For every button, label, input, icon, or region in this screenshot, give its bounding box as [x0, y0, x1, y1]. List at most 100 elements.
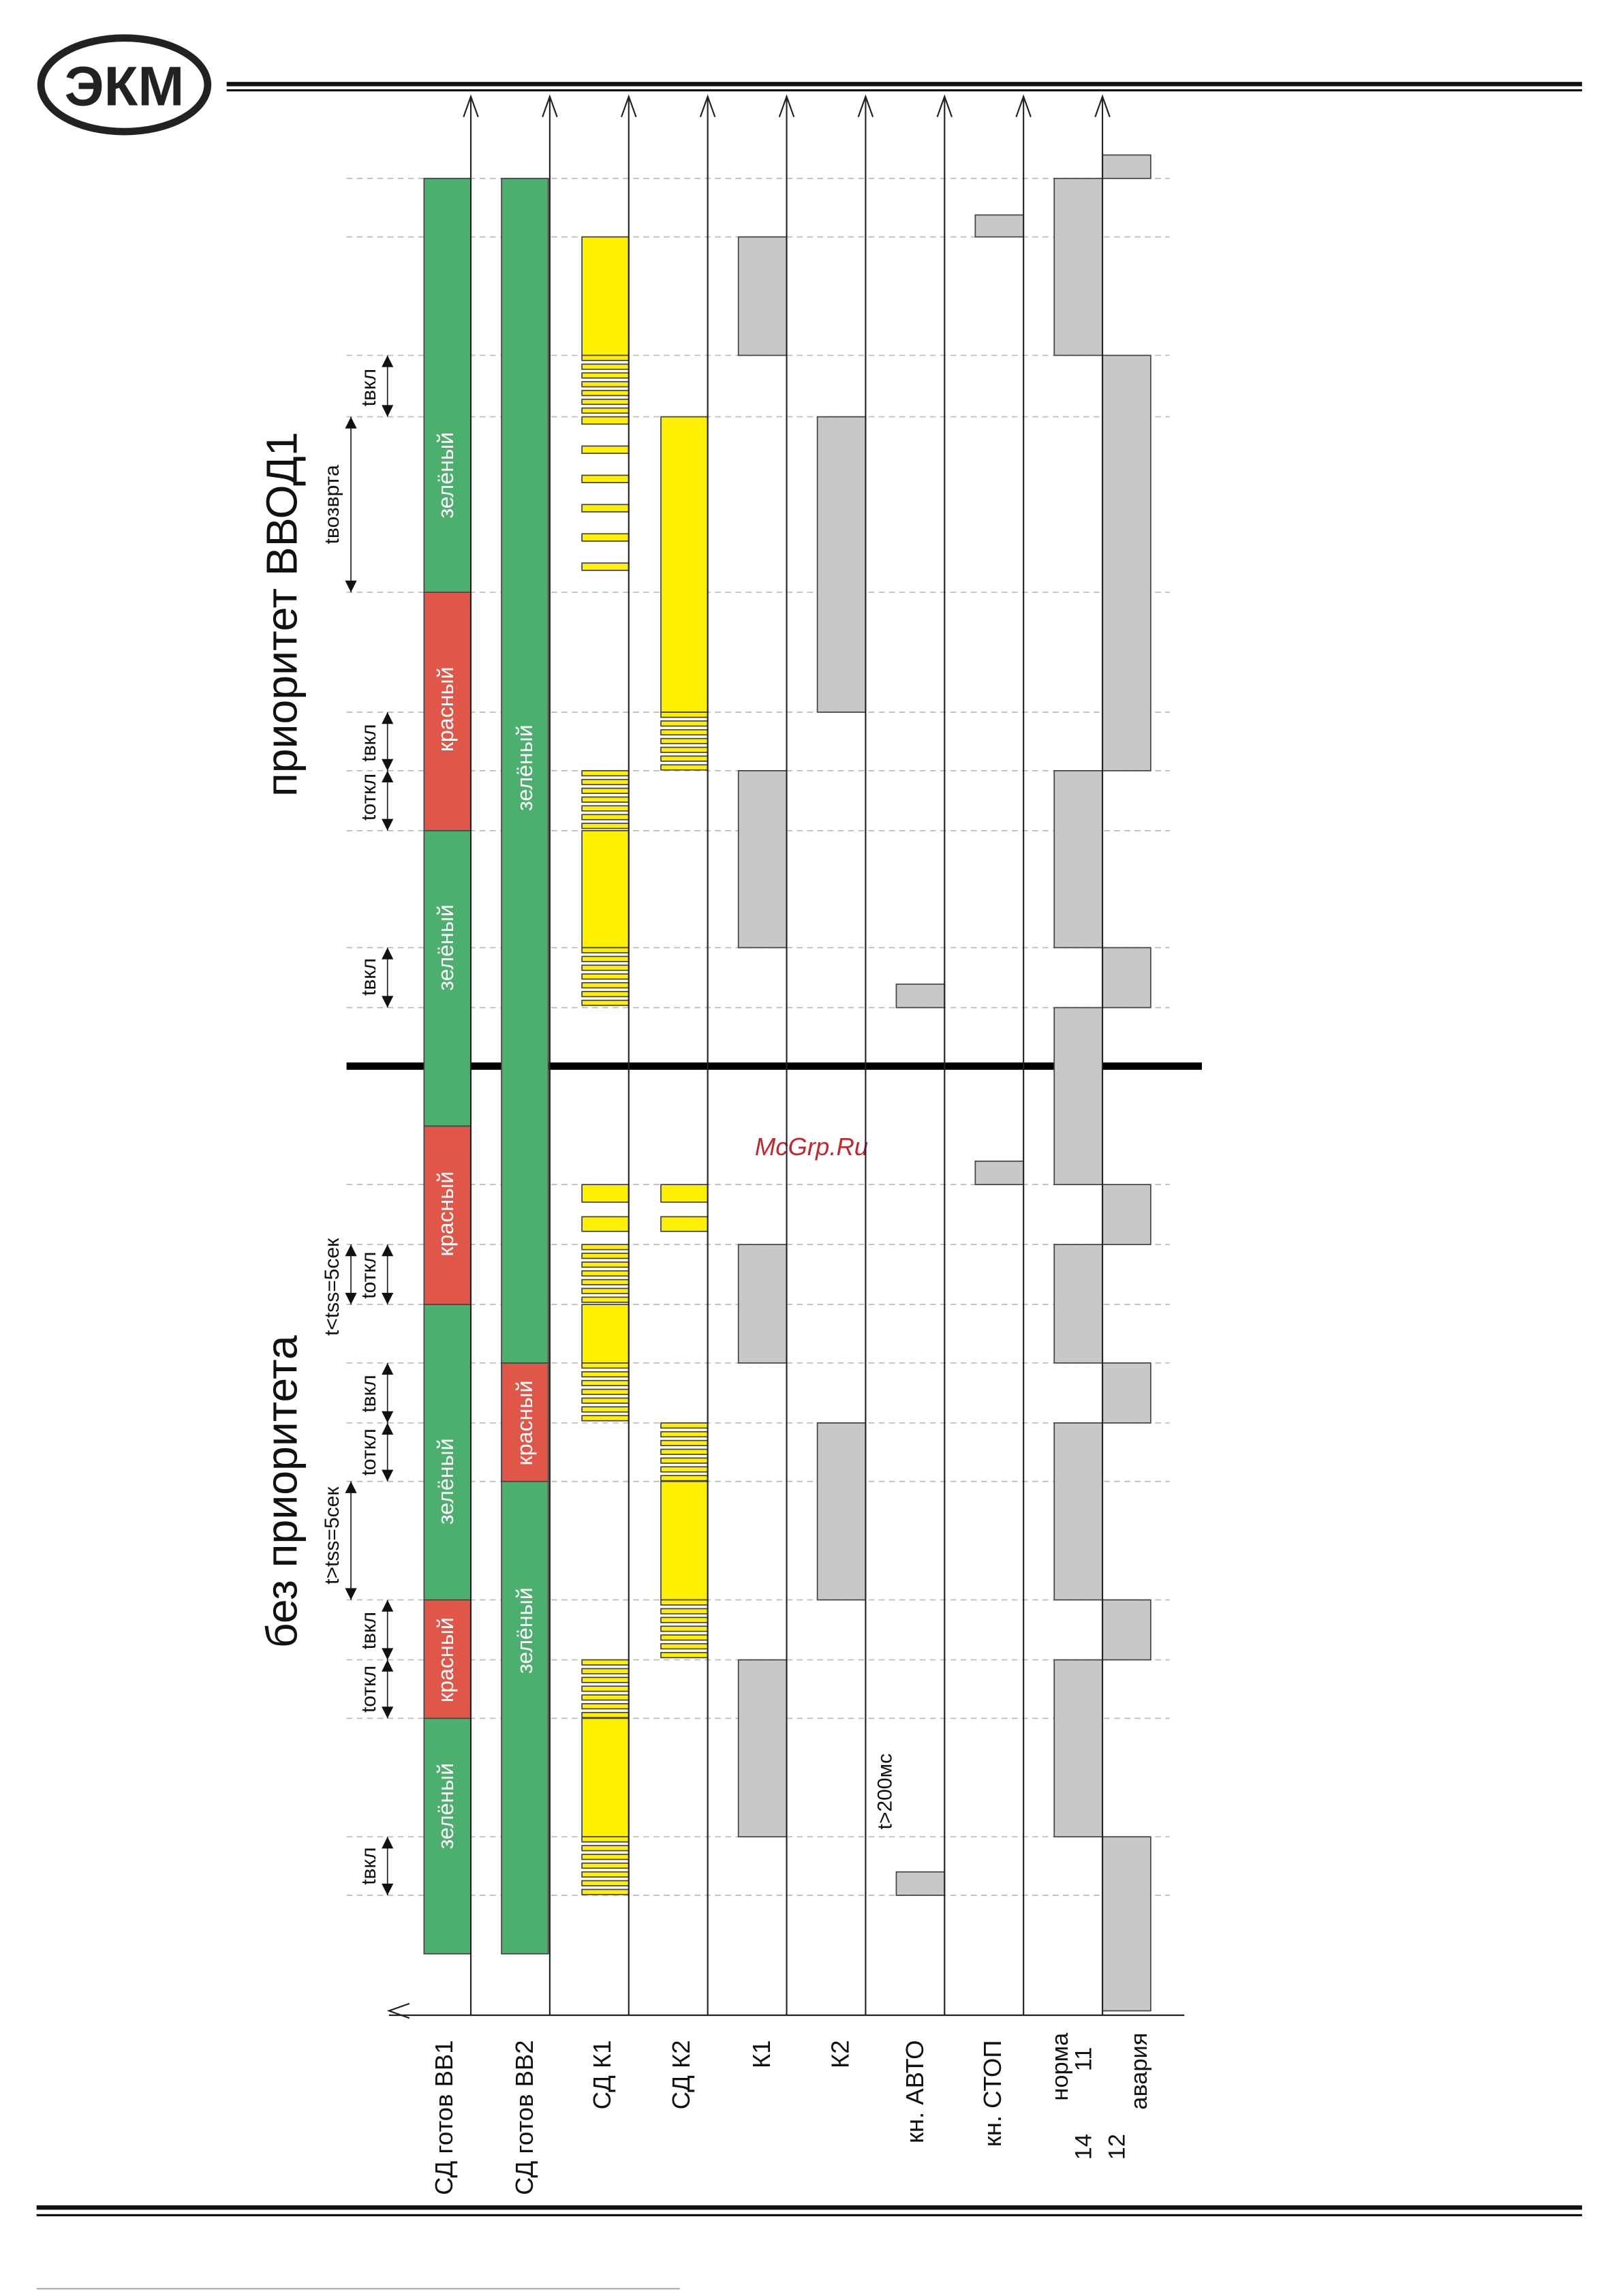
led-blink [660, 755, 709, 762]
led-on [581, 1717, 630, 1838]
signal-bar [423, 1599, 472, 1719]
relay-label: 11 [1070, 2047, 1096, 2072]
relay-state [1102, 1362, 1151, 1424]
contact-state [816, 416, 867, 713]
footer-rule [36, 2214, 1582, 2217]
led-blink [660, 1422, 709, 1429]
led-blink [660, 737, 709, 745]
button-press [974, 1160, 1025, 1186]
led-blink [581, 1296, 630, 1303]
led-blink [581, 973, 630, 980]
led-blink [581, 1371, 630, 1378]
led-blink [660, 1466, 709, 1473]
timing-label: t>tss=5сек [321, 1486, 343, 1585]
led-blink [581, 1659, 630, 1666]
led-blink [660, 1634, 709, 1641]
led-blink [581, 796, 630, 803]
signal-bar [423, 1125, 472, 1305]
led-blink [660, 1448, 709, 1455]
led-blink [581, 1862, 630, 1869]
button-press [895, 1871, 946, 1896]
led-blink [581, 1397, 630, 1404]
row-label: кн. АВТО [901, 2040, 929, 2143]
led-blink [581, 363, 630, 370]
axis-arrow [621, 94, 637, 118]
led-blink [581, 1406, 630, 1413]
relay-state [1053, 1244, 1103, 1364]
axis-arrow [463, 94, 479, 118]
row-label: К1 [747, 2040, 775, 2068]
led-blink [660, 1430, 709, 1438]
led-blink [581, 1685, 630, 1692]
axis-arrow [857, 94, 874, 118]
timing-label: tвкл [358, 1375, 380, 1412]
led-blink [581, 1379, 630, 1387]
timing-label: tвкл [358, 1612, 380, 1649]
relay-state [1053, 1659, 1103, 1838]
led-blink [581, 1287, 630, 1294]
led-blink [660, 729, 709, 736]
axis-arrow [699, 94, 716, 118]
timing-label: tвкл [358, 958, 380, 996]
led-blink [581, 805, 630, 812]
led-blink [581, 390, 630, 397]
contact-state [737, 770, 788, 949]
timing-label: tоткл [358, 1428, 380, 1475]
led-blink [581, 1854, 630, 1861]
led-blink [581, 1279, 630, 1285]
timing-label: tвкл [358, 369, 380, 406]
timing-label: tвкл [358, 724, 380, 761]
contact-state [737, 1659, 788, 1838]
relay-state [1053, 177, 1103, 356]
led-blink [581, 1668, 630, 1674]
timing-label: tвозврта [321, 465, 343, 545]
state-label: красный [433, 667, 458, 752]
led-on [581, 1304, 630, 1364]
led-blink [581, 1261, 630, 1268]
led-blink [581, 1703, 630, 1710]
led-blink [581, 407, 630, 414]
led-blink [581, 1362, 630, 1369]
led-blink [581, 504, 630, 512]
relay-state [1102, 1184, 1151, 1245]
state-label: зелёный [433, 1438, 458, 1525]
section-title: приоритет ВВОД1 [257, 431, 306, 797]
led-blink [581, 416, 630, 425]
led-blink [660, 1617, 709, 1623]
logo-frame [37, 34, 212, 136]
led-blink [581, 1880, 630, 1886]
timing-label: t>200мс [874, 1754, 896, 1830]
state-label: зелёный [512, 724, 537, 811]
state-label: зелёный [433, 432, 458, 519]
timing-arrow [382, 1837, 394, 1896]
led-blink [581, 1244, 630, 1251]
state-label: зелёный [433, 904, 458, 991]
axis-arrow [1015, 94, 1032, 118]
header-rule [226, 82, 1582, 87]
section-title: без приоритета [257, 1335, 306, 1648]
led-blink [660, 1475, 709, 1482]
state-label: красный [433, 1617, 458, 1702]
axis-arrow [542, 94, 558, 118]
led-blink [660, 764, 709, 771]
signal-bar [501, 1362, 549, 1482]
led-blink [581, 1677, 630, 1683]
timing-label: t<tss=5сек [321, 1238, 343, 1336]
relay-state [1102, 154, 1151, 179]
led-blink [660, 720, 709, 727]
led-blink [581, 1871, 630, 1878]
axis-arrow [1094, 94, 1111, 118]
relay-state [1102, 947, 1151, 1009]
led-blink [581, 1836, 630, 1843]
led-blink [581, 991, 630, 998]
led-on [581, 1184, 630, 1203]
led-blink [660, 746, 709, 753]
row-label: СД К2 [667, 2040, 695, 2109]
timing-label: tоткл [358, 1252, 380, 1299]
led-on [660, 1184, 709, 1203]
led-blink [581, 947, 630, 953]
led-blink [581, 533, 630, 542]
led-blink [581, 1388, 630, 1395]
relay-state [1053, 1422, 1103, 1601]
